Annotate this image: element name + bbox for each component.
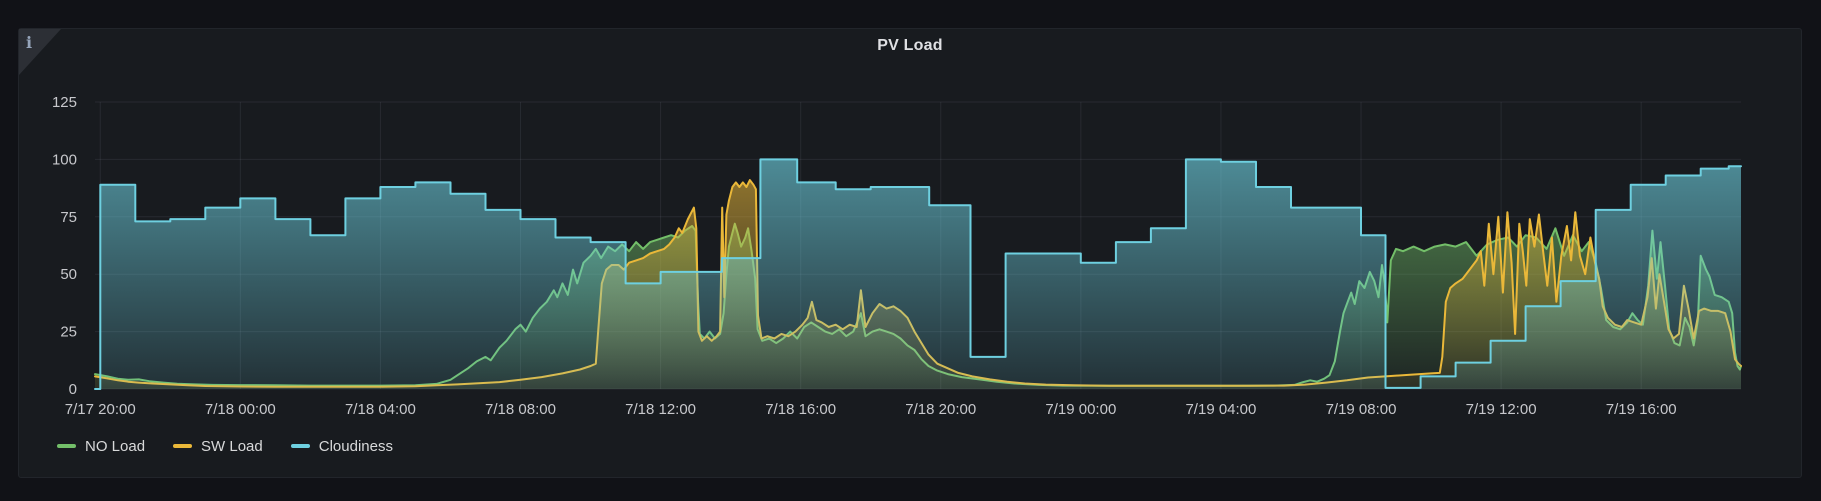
legend-item-no-load[interactable]: NO Load <box>57 438 145 455</box>
grafana-panel: i PV Load 0 25 50 75 100 125 7/17 20:00 7/18 00… <box>18 28 1802 478</box>
no-load-swatch-icon <box>57 444 76 448</box>
chart-canvas[interactable]: 0 25 50 75 100 125 7/17 20:00 7/18 00:00 7/18 04… <box>19 29 1803 479</box>
x-tick-label: 7/19 08:00 <box>1326 401 1397 418</box>
legend-label: NO Load <box>85 437 146 455</box>
x-tick-label: 7/19 16:00 <box>1606 401 1677 418</box>
cloudiness-swatch-icon <box>290 444 310 448</box>
x-tick-label: 7/19 00:00 <box>1045 401 1116 418</box>
y-tick-label: 25 <box>60 324 77 341</box>
x-tick-label: 7/18 16:00 <box>765 401 836 418</box>
x-tick-label: 7/18 12:00 <box>625 401 696 418</box>
legend: NO Load SW Load Cloudiness <box>57 435 393 457</box>
info-icon: i <box>26 33 33 52</box>
y-tick-label: 100 <box>52 151 77 168</box>
legend-label: Cloudiness <box>318 437 393 455</box>
y-tick-label: 125 <box>52 94 77 111</box>
legend-item-sw-load[interactable]: SW Load <box>173 438 263 455</box>
legend-item-cloudiness[interactable]: Cloudiness <box>290 437 393 455</box>
x-tick-label: 7/17 20:00 <box>65 401 136 418</box>
x-tick-label: 7/18 20:00 <box>905 401 976 418</box>
y-tick-label: 0 <box>69 381 77 398</box>
x-tick-label: 7/18 08:00 <box>485 401 556 418</box>
x-tick-label: 7/18 00:00 <box>205 401 276 418</box>
y-tick-label: 50 <box>60 266 77 283</box>
series-line-cloudiness <box>94 158 1742 390</box>
x-tick-label: 7/19 12:00 <box>1466 401 1537 418</box>
legend-label: SW Load <box>201 437 263 455</box>
series-area-cloudiness <box>95 159 1741 389</box>
x-tick-label: 7/19 04:00 <box>1185 401 1256 418</box>
x-tick-label: 7/18 04:00 <box>345 401 416 418</box>
sw-load-swatch-icon <box>173 444 193 448</box>
y-tick-label: 75 <box>60 209 77 226</box>
panel-title[interactable]: PV Load <box>877 37 943 54</box>
